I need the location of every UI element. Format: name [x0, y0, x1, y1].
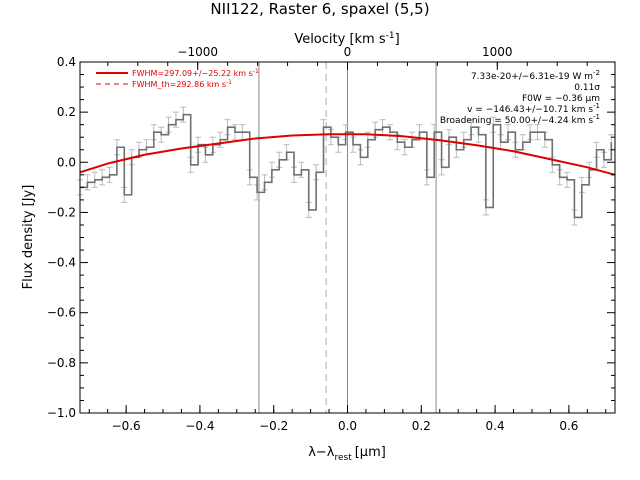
annotation-3-text: v = −146.43+/−10.71 km s — [467, 105, 593, 115]
annotation-0: 7.33e-20+/−6.31e-19 W m-2 — [471, 69, 600, 82]
x-tick-label: 0.4 — [486, 419, 505, 433]
annotation-2: F0W = −0.36 μm — [522, 94, 600, 104]
top-tick-label: −1000 — [177, 45, 218, 59]
legend-label-1: FWHM_th=292.86 km s-1 — [132, 79, 232, 89]
legend-label-superscript: -1 — [253, 68, 259, 75]
reference-lines — [258, 62, 437, 413]
fit-line — [79, 133, 616, 176]
annotation-4-text: Broadening = 50.00+/−4.24 km s — [440, 116, 593, 126]
y-tick-label: 0.2 — [57, 105, 76, 119]
x-tick-label: 0.0 — [338, 419, 357, 433]
annotation-2-text: F0W = −0.36 μm — [522, 94, 600, 104]
top-axis-label: Velocity [km s-1] — [294, 31, 399, 47]
legend-label-text: FWHM_th=292.86 km s — [132, 80, 226, 89]
top-tick-label: 1000 — [482, 45, 513, 59]
y-tick-label: −1.0 — [47, 406, 76, 420]
legend-label-superscript: -1 — [226, 79, 232, 86]
x-axis-label: λ−λrest [μm] — [308, 445, 386, 463]
chart-title: NII122, Raster 6, spaxel (5,5) — [210, 0, 429, 18]
legend-label-text: FWHM=297.09+/−25.22 km s — [132, 69, 253, 78]
y-tick-label: 0.4 — [57, 55, 76, 69]
x-tick-label: 0.2 — [412, 419, 431, 433]
annotation-0-text: 7.33e-20+/−6.31e-19 W m — [471, 72, 593, 82]
top-tick-label: 0 — [344, 45, 352, 59]
annotation-3: v = −146.43+/−10.71 km s-1 — [467, 102, 600, 115]
y-tick-label: −0.6 — [47, 306, 76, 320]
legend-label-0: FWHM=297.09+/−25.22 km s-1 — [132, 68, 259, 78]
annotation-1: 0.11σ — [574, 83, 600, 93]
annotation-4: Broadening = 50.00+/−4.24 km s-1 — [440, 113, 600, 126]
annotation-4-superscript: -1 — [593, 113, 600, 121]
annotation-1-text: 0.11σ — [574, 83, 600, 93]
y-tick-label: −0.2 — [47, 205, 76, 219]
y-tick-label: −0.4 — [47, 256, 76, 270]
series — [79, 113, 616, 219]
x-tick-label: −0.2 — [259, 419, 288, 433]
legend: FWHM=297.09+/−25.22 km s-1FWHM_th=292.86… — [96, 68, 259, 89]
x-tick-label: −0.6 — [112, 419, 141, 433]
y-tick-label: −0.8 — [47, 356, 76, 370]
annotation-0-superscript: -2 — [593, 69, 600, 77]
x-tick-label: 0.6 — [559, 419, 578, 433]
y-axis-label: Flux density [Jy] — [21, 185, 36, 290]
spectrum-line — [80, 113, 613, 219]
x-tick-label: −0.4 — [185, 419, 214, 433]
annotation-3-superscript: -1 — [593, 102, 600, 110]
axes: −1.0 −0.8 −0.6 −0.4 −0.2 0.0 0.2 0.4 −0.6 −0.4 −0.… — [47, 45, 616, 433]
y-tick-label: 0.0 — [57, 155, 76, 169]
